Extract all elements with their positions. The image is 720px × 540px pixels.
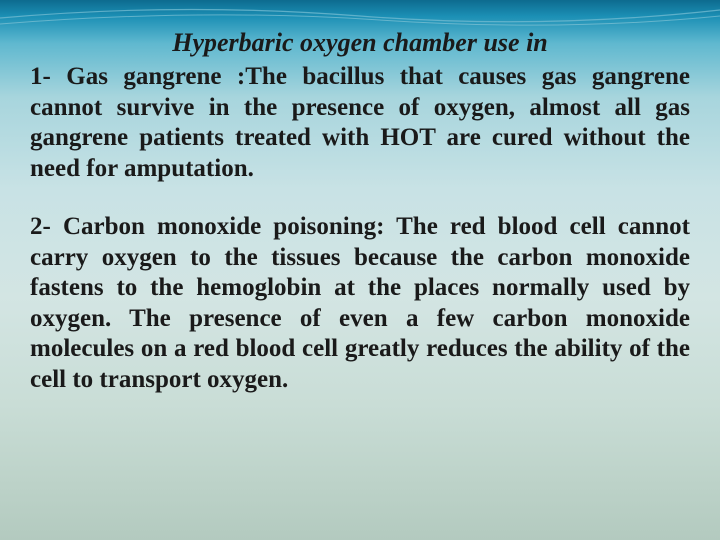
- slide: Hyperbaric oxygen chamber use in 1- Gas …: [0, 0, 720, 540]
- paragraph-2: 2- Carbon monoxide poisoning: The red bl…: [30, 212, 690, 395]
- paragraph-1: 1- Gas gangrene :The bacillus that cause…: [30, 62, 690, 184]
- slide-title: Hyperbaric oxygen chamber use in: [30, 28, 690, 58]
